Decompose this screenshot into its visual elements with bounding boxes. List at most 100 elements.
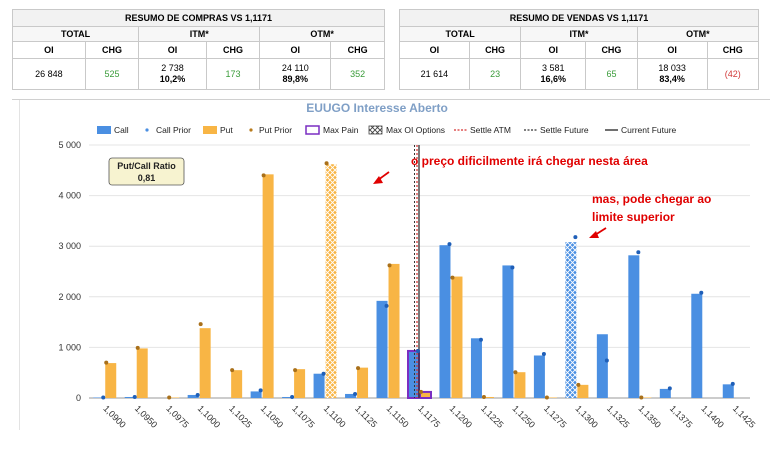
buy-group-total: TOTAL xyxy=(11,26,140,42)
put-bar xyxy=(451,276,463,398)
buy-itm-oi: 2 738 xyxy=(161,63,184,73)
call-prior-marker xyxy=(101,395,106,400)
x-tick-label: 1,1250 xyxy=(511,403,538,430)
buy-itm-oi-cell: 2 738 10,2% xyxy=(138,58,207,90)
buy-itm-chg: 173 xyxy=(205,58,261,90)
annotation-arrow-right xyxy=(589,227,607,238)
buy-summary-title: RESUMO DE COMPRAS VS 1,1171 xyxy=(12,9,385,27)
call-bar xyxy=(187,394,199,398)
x-tick-label: 1,1400 xyxy=(699,403,726,430)
put-prior-marker xyxy=(387,263,392,268)
x-tick-label: 1,1200 xyxy=(448,403,475,430)
call-bar xyxy=(250,391,262,398)
buy-otm-pct: 89,8% xyxy=(282,74,309,84)
legend-current-future-label: Current Future xyxy=(621,125,677,135)
put-prior-marker xyxy=(513,370,518,375)
put-bar xyxy=(168,397,180,398)
x-axis-ticks: 1,0900 1,0950 1,0975 1,1000 1,1025 1,1050 1,10… xyxy=(101,403,757,430)
call-bar xyxy=(282,396,294,398)
put-bar xyxy=(388,263,400,398)
call-prior-marker xyxy=(290,394,295,399)
legend-max-pain-swatch xyxy=(305,125,320,135)
call-bar xyxy=(470,338,482,398)
call-bar xyxy=(596,334,608,398)
x-tick-label: 1,0975 xyxy=(164,403,191,430)
call-bar xyxy=(313,373,325,398)
x-tick-label: 1,1375 xyxy=(668,403,695,430)
sell-itm-chg: 65 xyxy=(585,58,638,90)
chart-title: EUUGO Interesse Aberto xyxy=(306,101,448,115)
call-bar xyxy=(533,355,545,398)
x-tick-label: 1,1000 xyxy=(196,403,223,430)
x-tick-label: 1,1325 xyxy=(605,403,632,430)
put-bar xyxy=(105,363,117,398)
call-prior-marker xyxy=(604,358,609,363)
legend-call-prior-marker xyxy=(145,128,149,132)
call-prior-marker xyxy=(510,265,515,270)
legend-call-swatch xyxy=(97,126,111,134)
sell-itm-oi-cell: 3 581 16,6% xyxy=(520,58,587,90)
put-prior-marker xyxy=(324,161,329,166)
call-prior-marker xyxy=(730,381,735,386)
call-bar xyxy=(722,384,734,398)
sell-itm-pct: 16,6% xyxy=(540,74,567,84)
put-call-ratio-value: 0,81 xyxy=(138,173,156,183)
call-bar xyxy=(439,245,451,398)
buy-total-chg: 525 xyxy=(84,58,140,90)
buy-summary-table: RESUMO DE COMPRAS VS 1,1171 TOTAL ITM* O… xyxy=(11,9,385,90)
call-bar xyxy=(124,396,136,398)
annotation-upper-limit-line1: mas, pode chegar ao xyxy=(592,192,711,206)
sell-summary-table: RESUMO DE VENDAS VS 1,1171 TOTAL ITM* OT… xyxy=(398,9,760,90)
x-tick-label: 1,1425 xyxy=(731,403,758,430)
annotations: o preço dificilmente irá chegar nesta ár… xyxy=(373,154,711,238)
annotation-hard-to-reach: o preço dificilmente irá chegar nesta ár… xyxy=(411,154,648,168)
x-tick-label: 1,0900 xyxy=(101,403,128,430)
x-tick-label: 1,1100 xyxy=(322,403,348,429)
put-bar xyxy=(357,367,369,398)
put-prior-marker xyxy=(356,366,361,371)
put-prior-marker xyxy=(576,382,581,387)
annotation-arrow-left xyxy=(373,171,390,184)
legend-max-pain-label: Max Pain xyxy=(323,125,359,135)
y-axis-ticks: 0 1 000 2 000 3 000 4 000 5 000 xyxy=(58,140,81,403)
put-call-ratio-box: Put/Call Ratio 0,81 xyxy=(108,157,185,186)
put-prior-marker xyxy=(135,345,140,350)
put-bar xyxy=(231,370,243,398)
annotation-upper-limit-line2: limite superior xyxy=(592,210,675,224)
call-prior-marker xyxy=(321,371,326,376)
chart-legend: Call Call Prior Put Put Prior Max Pain M… xyxy=(97,125,677,135)
legend-put-swatch xyxy=(203,126,217,134)
buy-otm-chg: 352 xyxy=(330,58,385,90)
put-prior-marker xyxy=(481,394,486,399)
call-bar xyxy=(502,265,514,398)
buy-otm-oi: 24 110 xyxy=(281,63,309,73)
x-tick-label: 1,1350 xyxy=(636,403,663,430)
put-bar xyxy=(199,328,211,398)
x-tick-label: 1,1225 xyxy=(479,403,506,430)
legend-put-prior-label: Put Prior xyxy=(259,125,292,135)
sell-group-itm: ITM* xyxy=(520,26,638,42)
put-prior-marker xyxy=(261,173,266,178)
buy-otm-oi-cell: 24 110 89,8% xyxy=(259,58,332,90)
y-tick-label: 0 xyxy=(76,393,81,403)
put-bar xyxy=(482,396,494,398)
legend-settle-atm-label: Settle ATM xyxy=(470,125,511,135)
call-prior-marker xyxy=(699,290,704,295)
legend-put-label: Put xyxy=(220,125,233,135)
legend-max-oi-swatch xyxy=(368,125,383,135)
call-bar xyxy=(376,300,388,398)
call-bar xyxy=(345,393,357,398)
put-prior-marker xyxy=(198,322,203,327)
put-bar xyxy=(294,369,306,398)
prior-markers xyxy=(101,161,735,400)
call-prior-marker xyxy=(447,242,452,247)
put-bar xyxy=(136,348,148,398)
sell-group-total: TOTAL xyxy=(398,26,522,42)
legend-settle-future-label: Settle Future xyxy=(540,125,589,135)
call-prior-marker xyxy=(132,394,137,399)
sell-group-otm: OTM* xyxy=(636,26,760,42)
x-tick-label: 1,1125 xyxy=(353,403,379,429)
call-bar xyxy=(659,388,671,398)
put-prior-marker xyxy=(104,360,109,365)
